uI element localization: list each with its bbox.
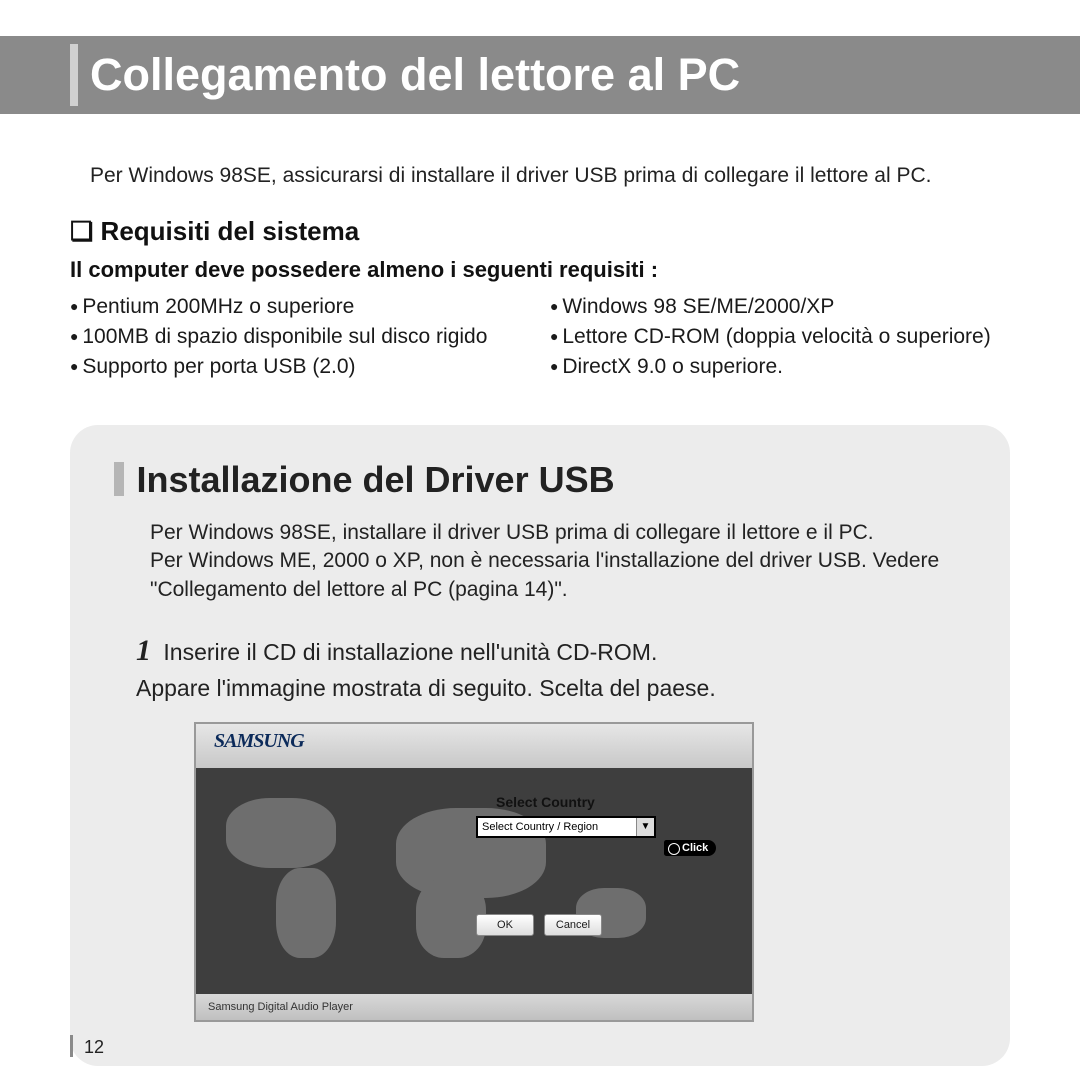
samsung-logo: SAMSUNG [214,730,304,753]
select-value: Select Country / Region [482,821,598,833]
heading-bullet: ❏ [70,216,101,246]
step-1: 1 Inserire il CD di installazione nell'u… [136,630,966,704]
panel-title-row: Installazione del Driver USB [114,459,966,501]
installer-footer: Samsung Digital Audio Player [196,994,752,1020]
installer-titlebar: SAMSUNG [196,724,752,768]
select-country-label: Select Country [496,794,595,810]
page-title: Collegamento del lettore al PC [90,36,740,114]
select-country-dropdown[interactable]: Select Country / Region ▼ [476,816,656,838]
installer-screenshot: SAMSUNG Select Country Select Country / … [194,722,754,1022]
panel-title: Installazione del Driver USB [136,459,614,500]
requirements-heading: ❏ Requisiti del sistema [70,216,1010,247]
header-accent-bar [70,44,78,106]
installer-buttons: OK Cancel [476,914,602,936]
cancel-button[interactable]: Cancel [544,914,602,936]
ok-button[interactable]: OK [476,914,534,936]
req-item: Lettore CD-ROM (doppia velocità o superi… [550,325,1010,349]
step-number: 1 [136,634,151,667]
chevron-down-icon[interactable]: ▼ [636,818,654,836]
intro-text: Per Windows 98SE, assicurarsi di install… [90,164,1010,188]
req-item: Pentium 200MHz o superiore [70,295,530,319]
req-item: DirectX 9.0 o superiore. [550,355,1010,379]
panel-accent-bar [114,462,124,496]
page-number: 12 [84,1037,104,1058]
click-callout: Click [664,840,716,856]
world-map [196,768,752,994]
step-text: Inserire il CD di installazione nell'uni… [136,639,716,701]
req-item: Windows 98 SE/ME/2000/XP [550,295,1010,319]
req-item: Supporto per porta USB (2.0) [70,355,530,379]
heading-text: Requisiti del sistema [101,216,360,246]
panel-note: Per Windows 98SE, installare il driver U… [150,519,966,604]
requirements-subheading: Il computer deve possedere almeno i segu… [70,257,1010,283]
header-band: Collegamento del lettore al PC [0,36,1080,114]
req-item: 100MB di spazio disponibile sul disco ri… [70,325,530,349]
install-panel: Installazione del Driver USB Per Windows… [70,425,1010,1066]
requirements-list: Pentium 200MHz o superiore Windows 98 SE… [70,295,1010,379]
page-content: Per Windows 98SE, assicurarsi di install… [70,150,1010,1066]
